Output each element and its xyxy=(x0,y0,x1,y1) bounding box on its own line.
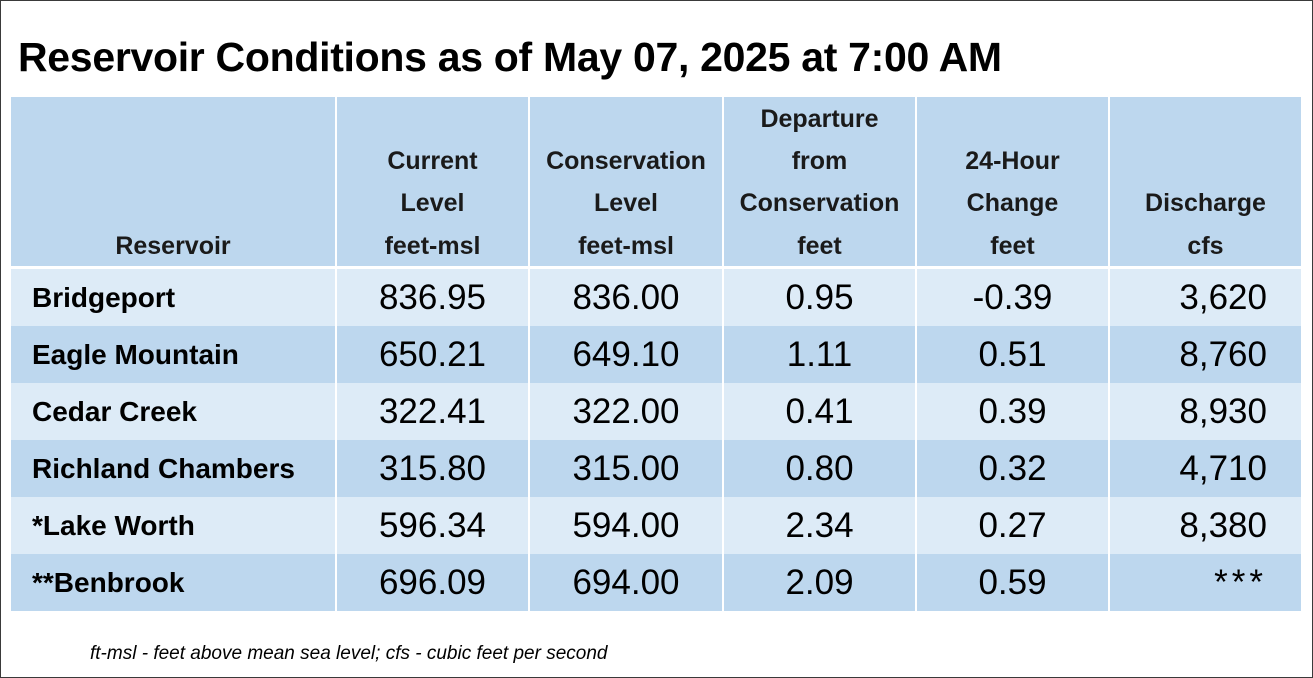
column-header-line: Level xyxy=(594,189,658,217)
departure-value: 2.34 xyxy=(723,497,917,554)
header-row: Reservoir Current Level Conservation Level… xyxy=(11,97,1301,266)
change-24h-value: 0.39 xyxy=(916,383,1110,440)
column-header-line: Conservation xyxy=(739,189,900,217)
discharge-value: 8,760 xyxy=(1109,326,1301,383)
column-header-conservation-level: Conservation Level xyxy=(529,97,724,226)
column-header-line: Change xyxy=(966,189,1059,217)
current-level-value: 696.09 xyxy=(336,554,530,611)
discharge-value: 8,930 xyxy=(1109,383,1301,440)
column-header-line: Departure xyxy=(760,105,879,133)
reservoir-name: Cedar Creek xyxy=(11,383,337,440)
unit-24-hour-change: feet xyxy=(916,226,1110,266)
conservation-level-value: 315.00 xyxy=(529,440,724,497)
column-header-reservoir: Reservoir xyxy=(11,97,337,266)
reservoir-name: Richland Chambers xyxy=(11,440,337,497)
column-header-current-level: Current Level xyxy=(336,97,530,226)
change-24h-value: -0.39 xyxy=(916,269,1110,326)
current-level-value: 322.41 xyxy=(336,383,530,440)
table-row: *Lake Worth 596.34 594.00 2.34 0.27 8,38… xyxy=(11,497,1301,554)
column-header-line: from xyxy=(791,147,848,175)
column-header-departure: Departure from Conservation xyxy=(723,97,917,226)
unit-current-level: feet-msl xyxy=(336,226,530,266)
column-header-line: Discharge xyxy=(1145,189,1266,217)
departure-value: 0.95 xyxy=(723,269,917,326)
change-24h-value: 0.51 xyxy=(916,326,1110,383)
column-header-line: Level xyxy=(400,189,465,217)
current-level-value: 315.80 xyxy=(336,440,530,497)
discharge-value: 8,380 xyxy=(1109,497,1301,554)
table-row: Cedar Creek 322.41 322.00 0.41 0.39 8,93… xyxy=(11,383,1301,440)
table-row: **Benbrook 696.09 694.00 2.09 0.59 *** xyxy=(11,554,1301,611)
departure-value: 0.80 xyxy=(723,440,917,497)
departure-value: 1.11 xyxy=(723,326,917,383)
conservation-level-value: 694.00 xyxy=(529,554,724,611)
conservation-level-value: 649.10 xyxy=(529,326,724,383)
change-24h-value: 0.27 xyxy=(916,497,1110,554)
departure-value: 0.41 xyxy=(723,383,917,440)
footnote: ft-msl - feet above mean sea level; cfs … xyxy=(90,643,608,664)
reservoir-name: **Benbrook xyxy=(11,554,337,611)
page-title: Reservoir Conditions as of May 07, 2025 … xyxy=(18,34,1002,80)
conservation-level-value: 836.00 xyxy=(529,269,724,326)
conservation-level-value: 322.00 xyxy=(529,383,724,440)
reservoir-name: Eagle Mountain xyxy=(11,326,337,383)
change-24h-value: 0.32 xyxy=(916,440,1110,497)
discharge-value: 3,620 xyxy=(1109,269,1301,326)
reservoir-table: Reservoir Current Level Conservation Level… xyxy=(11,97,1301,611)
table-row: Bridgeport 836.95 836.00 0.95 -0.39 3,62… xyxy=(11,269,1301,326)
unit-discharge: cfs xyxy=(1109,226,1301,266)
unit-conservation-level: feet-msl xyxy=(529,226,724,266)
reservoir-name: Bridgeport xyxy=(11,269,337,326)
table-row: Richland Chambers 315.80 315.00 0.80 0.3… xyxy=(11,440,1301,497)
column-header-line: Conservation xyxy=(546,147,706,175)
column-header-discharge: Discharge xyxy=(1109,97,1301,226)
conservation-level-value: 594.00 xyxy=(529,497,724,554)
discharge-value: 4,710 xyxy=(1109,440,1301,497)
column-header-24-hour-change: 24-Hour Change xyxy=(916,97,1110,226)
departure-value: 2.09 xyxy=(723,554,917,611)
current-level-value: 650.21 xyxy=(336,326,530,383)
column-header-line: 24-Hour xyxy=(965,147,1060,175)
reservoir-name: *Lake Worth xyxy=(11,497,337,554)
table-row: Eagle Mountain 650.21 649.10 1.11 0.51 8… xyxy=(11,326,1301,383)
current-level-value: 836.95 xyxy=(336,269,530,326)
units-row: feet-msl feet-msl feet feet cfs xyxy=(11,226,1301,266)
discharge-value: *** xyxy=(1109,554,1301,611)
column-header-line: Current xyxy=(387,147,478,175)
change-24h-value: 0.59 xyxy=(916,554,1110,611)
unit-departure: feet xyxy=(723,226,917,266)
column-header-line: Reservoir xyxy=(115,232,231,260)
current-level-value: 596.34 xyxy=(336,497,530,554)
